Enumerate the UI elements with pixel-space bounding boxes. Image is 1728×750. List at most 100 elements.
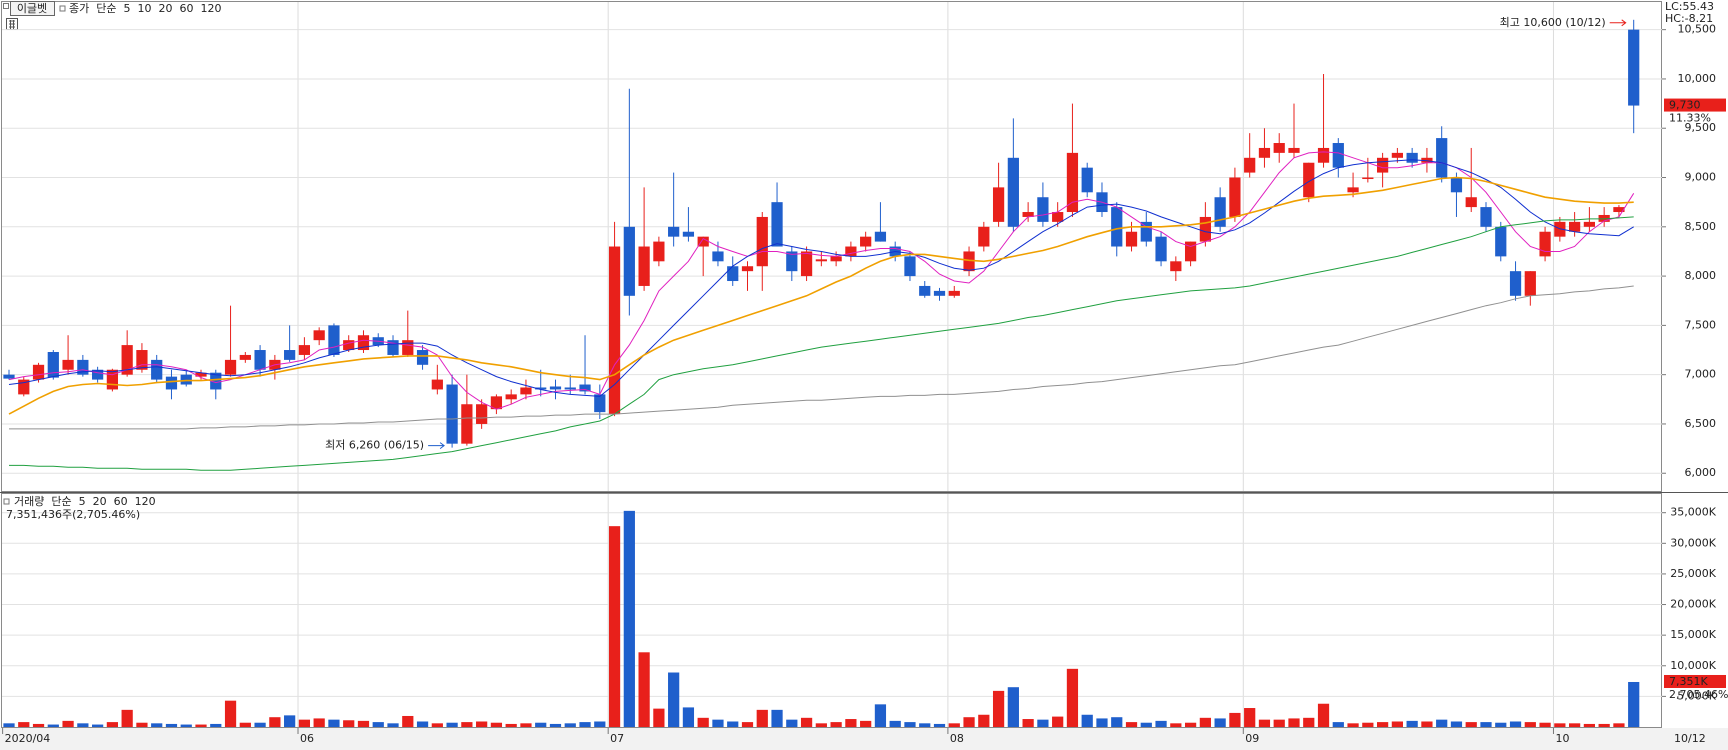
volume-bar	[269, 717, 281, 727]
volume-bar	[1495, 722, 1507, 727]
volume-bar	[284, 715, 296, 727]
volume-bar	[387, 723, 399, 727]
volume-bar	[1184, 722, 1197, 727]
candle-body	[505, 394, 517, 400]
candle-body	[535, 387, 547, 390]
volume-bar	[1332, 722, 1344, 727]
current-volume-box	[1664, 674, 1726, 688]
legend-item: 60	[180, 2, 194, 15]
volume-bar	[195, 724, 207, 727]
candle-body	[948, 290, 960, 296]
volume-bar	[1598, 723, 1610, 727]
grid-icon-lines[interactable]	[9, 20, 15, 29]
volume-bar	[1480, 722, 1492, 727]
grid-icon[interactable]	[6, 18, 18, 30]
legend-item: 20	[159, 2, 173, 15]
volume-bar	[106, 722, 119, 727]
candle-body	[1613, 207, 1625, 213]
candle-body	[1509, 271, 1522, 296]
volume-bar	[1155, 720, 1167, 727]
candle-body	[1273, 143, 1285, 153]
candle-body	[933, 290, 946, 296]
low-arrow	[428, 442, 445, 450]
indicator-button-label[interactable]: 이글벳	[17, 2, 47, 15]
candle-body	[1111, 207, 1123, 247]
y-tick-label: 15,000K	[1670, 628, 1716, 641]
volume-bar	[697, 717, 709, 727]
volume-bar	[32, 723, 45, 727]
volume-bar	[668, 672, 680, 727]
candle-body	[3, 374, 15, 379]
volume-bar	[919, 723, 931, 727]
candle-body	[1037, 197, 1049, 222]
candle-body	[1421, 157, 1433, 163]
candle-body	[224, 359, 237, 375]
candle-body	[668, 226, 680, 237]
volume-bar	[948, 723, 960, 727]
volume-bar	[1066, 668, 1079, 727]
candle-body	[1376, 157, 1389, 173]
current-ratio-label: 2,705.46%	[1669, 688, 1728, 701]
legend-bullet	[3, 498, 10, 505]
candle-body	[476, 404, 488, 424]
candle-body	[579, 384, 591, 392]
candle-body	[564, 387, 576, 390]
candle-body	[1155, 236, 1167, 262]
candle-body	[1362, 177, 1374, 180]
volume-bar	[431, 723, 443, 727]
candle-body	[357, 335, 370, 351]
volume-bar	[1436, 719, 1448, 727]
candle-body	[121, 345, 133, 375]
legend-item: 10	[138, 2, 152, 15]
candle-body	[978, 226, 990, 247]
candle-body	[1170, 261, 1182, 272]
candle-body	[402, 340, 414, 355]
volume-bar	[1125, 722, 1138, 727]
candle-body	[992, 187, 1005, 222]
x-tick-label: 08	[950, 732, 964, 745]
volume-bar	[180, 724, 192, 727]
y-tick-label: 10,500	[1678, 23, 1717, 36]
volume-bar	[1007, 687, 1019, 727]
candle-body	[1288, 147, 1300, 153]
volume-bar	[623, 510, 635, 727]
candle-body	[165, 376, 178, 390]
lc-label: LC:55.43	[1665, 0, 1714, 13]
volume-bar	[372, 722, 384, 727]
checkbox[interactable]	[3, 3, 9, 9]
x-tick-label: 06	[300, 732, 314, 745]
volume-bar	[3, 723, 15, 727]
candle-body	[1450, 177, 1463, 193]
volume-info: 7,351,436주(2,705.46%)	[6, 508, 140, 521]
candle-body	[431, 379, 443, 390]
candle-body	[1140, 221, 1152, 242]
volume-bar	[357, 720, 370, 727]
volume-bar	[535, 722, 547, 727]
legend-item: 120	[135, 495, 156, 508]
volume-bar	[239, 722, 251, 727]
candle-body	[313, 330, 325, 341]
volume-bar	[1096, 718, 1108, 727]
candle-body	[771, 202, 783, 247]
candle-body	[963, 251, 975, 272]
volume-bar	[1022, 719, 1034, 727]
volume-bar	[1170, 723, 1182, 727]
legend-item: 종가	[69, 2, 89, 15]
volume-bar	[1524, 722, 1536, 727]
y-tick-label: 20,000K	[1670, 598, 1716, 611]
candle-body	[727, 266, 739, 282]
volume-bar	[1613, 723, 1625, 727]
candle-body	[874, 231, 887, 242]
volume-bar	[1450, 721, 1463, 727]
y-tick-label: 10,000K	[1670, 659, 1716, 672]
candle-body	[1436, 138, 1448, 178]
candle-body	[830, 256, 842, 262]
candle-body	[328, 325, 340, 355]
candle-body	[1391, 152, 1403, 158]
candle-body	[653, 241, 665, 262]
candle-body	[1495, 226, 1507, 257]
indicator-button[interactable]	[10, 1, 55, 16]
current-volume-label: 7,351K	[1669, 675, 1708, 688]
moving-average-line	[8, 159, 1634, 397]
volume-bar	[343, 720, 355, 727]
